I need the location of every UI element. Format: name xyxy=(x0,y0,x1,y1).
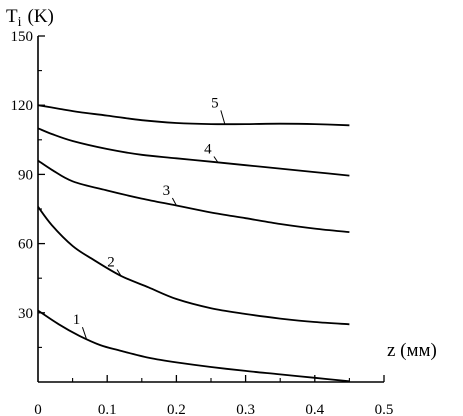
y-axis-title-subscript: i xyxy=(18,15,22,30)
series-2-leader xyxy=(116,269,122,277)
axis-titles: Ti (K) z (мм) xyxy=(6,6,437,361)
series-1-leader xyxy=(81,327,87,340)
axes xyxy=(37,36,384,383)
series-3-label: 3 xyxy=(163,183,171,199)
series-5-label: 5 xyxy=(211,95,219,111)
x-tick-label: 0.4 xyxy=(305,402,324,416)
y-tick-label: 60 xyxy=(18,237,33,253)
x-tick-label: 0.3 xyxy=(236,402,255,416)
series-2-line xyxy=(37,206,350,326)
curve-labels: 1 2 3 4 5 xyxy=(73,95,226,340)
ticks: 30 60 90 120 150 0 0.1 0.2 0.3 0.4 0.5 xyxy=(11,29,394,416)
y-axis-title: Ti (K) xyxy=(6,6,54,30)
series-3-leader xyxy=(171,197,177,206)
series-5-line xyxy=(37,104,350,127)
x-tick-label: 0.2 xyxy=(167,402,186,416)
series-1-label: 1 xyxy=(73,312,81,328)
x-tick-label: 0 xyxy=(34,402,42,416)
y-tick-label: 30 xyxy=(18,306,33,322)
series-4-label: 4 xyxy=(204,141,212,157)
series-4-leader xyxy=(213,156,219,163)
x-tick-label: 0.1 xyxy=(98,402,117,416)
y-axis-title-unit: (K) xyxy=(28,6,54,27)
series-1-line xyxy=(37,309,350,383)
series-4-line xyxy=(37,127,350,177)
series-5-leader xyxy=(220,110,226,125)
series-2-label: 2 xyxy=(107,255,115,271)
x-axis-title: z (мм) xyxy=(387,340,437,361)
y-tick-label: 150 xyxy=(11,29,34,45)
x-tick-label: 0.5 xyxy=(375,402,394,416)
y-tick-label: 120 xyxy=(11,98,34,114)
y-tick-label: 90 xyxy=(18,167,33,183)
y-axis-title-main: T xyxy=(6,6,18,27)
curves xyxy=(37,104,350,383)
